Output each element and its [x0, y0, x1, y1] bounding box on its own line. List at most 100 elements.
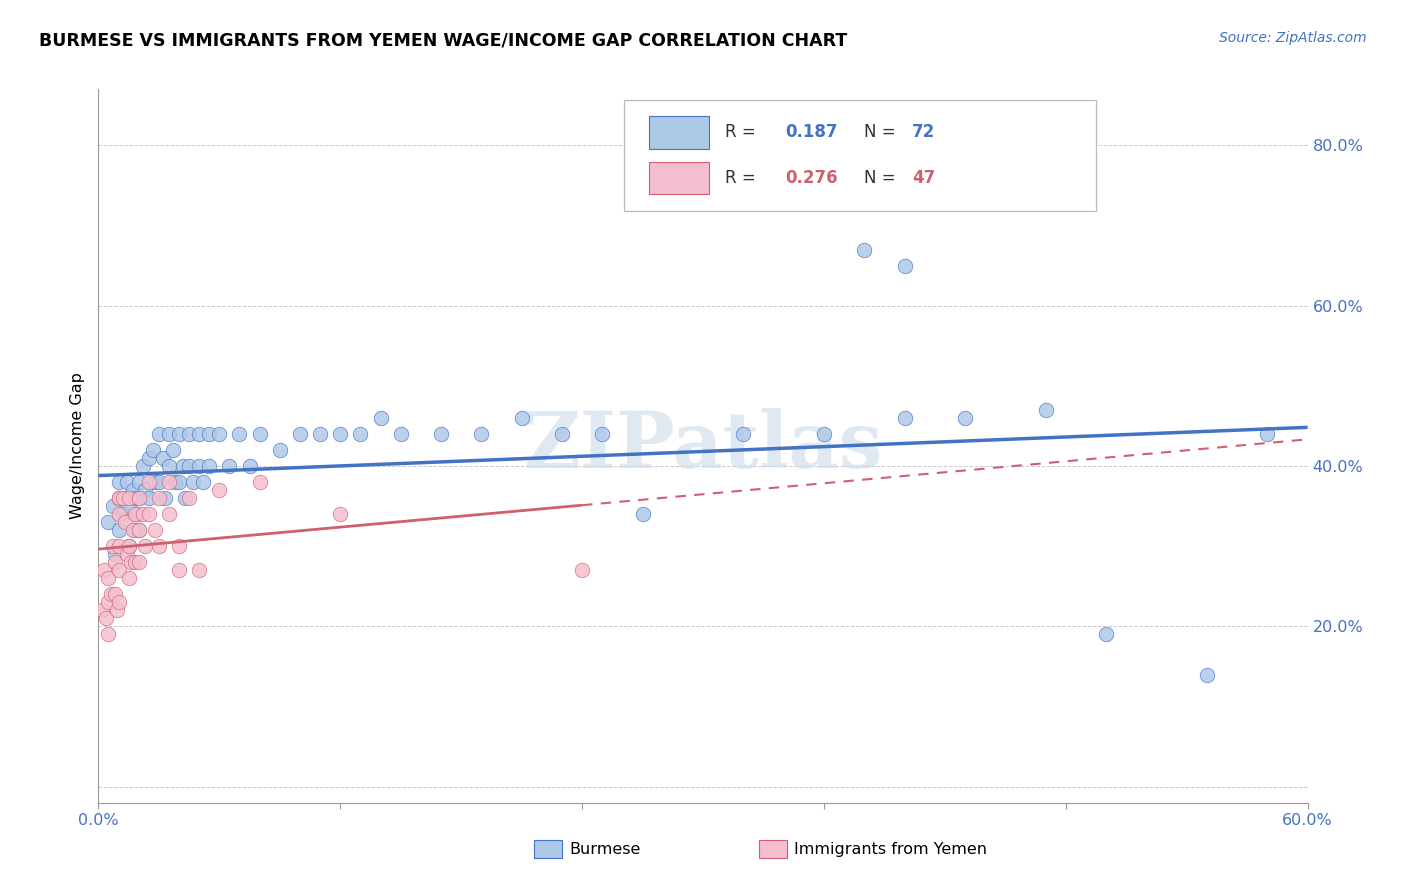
Point: [91, 603, 114, 617]
Text: ZIPatlas: ZIPatlas: [523, 408, 883, 484]
Point: [142, 442, 165, 457]
Point: [172, 458, 194, 473]
Point: [953, 411, 976, 425]
Point: [470, 427, 492, 442]
Point: [370, 411, 392, 425]
Point: [97, 627, 120, 641]
Point: [571, 563, 593, 577]
Point: [188, 427, 211, 442]
Point: [733, 427, 755, 442]
Text: 47: 47: [912, 169, 935, 187]
Point: [329, 427, 352, 442]
Point: [128, 491, 150, 505]
Point: [157, 507, 180, 521]
Point: [157, 427, 180, 442]
Point: [128, 491, 150, 505]
Point: [138, 475, 160, 489]
Point: [115, 475, 138, 489]
Text: N =: N =: [863, 123, 901, 142]
Point: [167, 427, 190, 442]
Text: R =: R =: [724, 123, 761, 142]
Point: [239, 458, 262, 473]
Point: [430, 427, 453, 442]
Point: [107, 595, 129, 609]
FancyBboxPatch shape: [624, 100, 1097, 211]
Point: [1195, 667, 1218, 681]
Text: Immigrants from Yemen: Immigrants from Yemen: [794, 842, 987, 856]
Point: [107, 539, 129, 553]
Text: Burmese: Burmese: [569, 842, 641, 856]
Point: [124, 491, 146, 505]
Point: [125, 507, 148, 521]
Point: [138, 507, 160, 521]
Point: [591, 427, 613, 442]
Point: [111, 507, 134, 521]
Point: [107, 491, 129, 505]
Point: [128, 475, 150, 489]
FancyBboxPatch shape: [648, 162, 709, 194]
Point: [249, 475, 271, 489]
Point: [118, 491, 141, 505]
Point: [181, 475, 204, 489]
Point: [193, 475, 215, 489]
Point: [114, 515, 136, 529]
Point: [121, 483, 143, 497]
Point: [107, 491, 129, 505]
Point: [208, 427, 231, 442]
Point: [288, 427, 311, 442]
Point: [120, 555, 142, 569]
Point: [107, 523, 129, 537]
Point: [148, 475, 170, 489]
Text: Source: ZipAtlas.com: Source: ZipAtlas.com: [1219, 31, 1367, 45]
Text: 0.276: 0.276: [785, 169, 838, 187]
Point: [118, 539, 141, 553]
Point: [121, 523, 143, 537]
Point: [853, 243, 876, 257]
Text: R =: R =: [724, 169, 761, 187]
Point: [124, 507, 146, 521]
Point: [107, 507, 129, 521]
Point: [93, 563, 115, 577]
Point: [228, 427, 250, 442]
Point: [148, 539, 170, 553]
Point: [188, 563, 211, 577]
Point: [167, 475, 190, 489]
Point: [813, 427, 835, 442]
Point: [118, 539, 141, 553]
Point: [107, 475, 129, 489]
Point: [148, 491, 170, 505]
Point: [103, 555, 125, 569]
Point: [96, 611, 118, 625]
Point: [179, 491, 201, 505]
Point: [152, 450, 174, 465]
Point: [157, 475, 180, 489]
Point: [97, 515, 120, 529]
Point: [105, 603, 128, 617]
Point: [167, 563, 190, 577]
Point: [162, 442, 184, 457]
Point: [134, 483, 156, 497]
Point: [1256, 427, 1278, 442]
Point: [101, 539, 124, 553]
Point: [163, 475, 186, 489]
Point: [1035, 403, 1057, 417]
Text: N =: N =: [863, 169, 901, 187]
Text: 72: 72: [912, 123, 935, 142]
Point: [329, 507, 352, 521]
Point: [551, 427, 574, 442]
Point: [157, 458, 180, 473]
Point: [389, 427, 412, 442]
Point: [97, 595, 120, 609]
FancyBboxPatch shape: [648, 116, 709, 148]
Point: [349, 427, 371, 442]
Point: [198, 458, 221, 473]
Text: 0.187: 0.187: [785, 123, 838, 142]
Point: [188, 458, 211, 473]
Point: [143, 475, 166, 489]
Point: [138, 450, 160, 465]
Point: [107, 563, 129, 577]
Point: [138, 491, 160, 505]
Point: [893, 411, 915, 425]
Point: [111, 491, 134, 505]
Point: [309, 427, 332, 442]
